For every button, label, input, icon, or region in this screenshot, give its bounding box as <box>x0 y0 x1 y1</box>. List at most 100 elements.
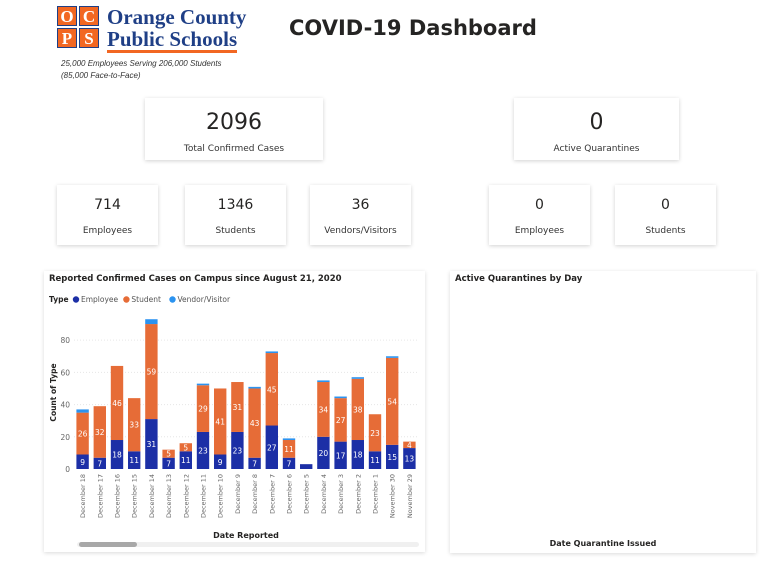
chart-scrollbar-track <box>77 542 419 547</box>
bar-0-16 <box>351 440 364 469</box>
bar-1-11 <box>265 353 278 426</box>
bar-0-12 <box>282 457 296 469</box>
logo-letter-c: C <box>79 6 99 26</box>
bar-1-10 <box>248 388 261 458</box>
data-label-0-11: 27 <box>267 443 277 452</box>
total-cases-card[interactable]: 2096 Total Confirmed Cases <box>145 98 323 160</box>
data-label-0-5: 7 <box>166 459 171 468</box>
x-axis-title: Date Reported <box>213 531 279 540</box>
data-label-0-12: 7 <box>287 459 292 468</box>
bar-0-17 <box>368 451 382 469</box>
data-label-0-4: 31 <box>147 440 157 449</box>
active-quarantines-label: Active Quarantines <box>553 144 640 154</box>
bar-0-11 <box>265 425 278 469</box>
bar-2-10 <box>248 386 261 389</box>
vendors-card[interactable]: 36 Vendors/Visitors <box>310 185 411 245</box>
logo-letter-p: P <box>57 28 77 48</box>
total-cases-value: 2096 <box>206 110 262 135</box>
data-label-0-8: 9 <box>218 458 223 467</box>
bar-1-9 <box>231 382 244 432</box>
bar-0-18 <box>386 444 399 469</box>
bar-0-0 <box>76 454 89 469</box>
x-tick-13: December 5 <box>303 474 311 514</box>
data-label-1-19: 4 <box>407 441 412 450</box>
bar-1-7 <box>196 385 210 432</box>
x-tick-16: December 2 <box>354 474 362 514</box>
bar-1-6 <box>179 443 192 452</box>
data-label-1-5: 5 <box>166 450 171 459</box>
bar-0-1 <box>93 457 106 469</box>
bar-0-6 <box>179 451 192 469</box>
bar-0-4 <box>145 419 158 469</box>
logo-letter-s: S <box>79 28 99 48</box>
legend-title: Type <box>49 295 69 304</box>
bar-1-14 <box>317 382 330 437</box>
data-label-0-16: 18 <box>353 451 363 460</box>
students-card[interactable]: 1346 Students <box>185 185 286 245</box>
data-label-0-0: 9 <box>80 458 85 467</box>
x-tick-6: December 12 <box>182 474 190 518</box>
reported-cases-chart[interactable]: Type Employee Student Vendor/Visitor 0 20 40 60… <box>44 271 425 552</box>
logo-line1: Orange County <box>107 5 247 29</box>
quarantine-students-value: 0 <box>661 197 670 213</box>
data-label-1-12: 11 <box>284 445 294 454</box>
data-label-0-19: 13 <box>405 455 415 464</box>
quarantine-employees-value: 0 <box>535 197 544 213</box>
x-tick-7: December 11 <box>200 474 208 518</box>
x-tick-18: November 30 <box>389 474 397 518</box>
active-quarantines-card[interactable]: 0 Active Quarantines <box>514 98 679 160</box>
legend-marker-1 <box>123 296 130 303</box>
quarantine-students-card[interactable]: 0 Students <box>615 185 716 245</box>
bar-1-0 <box>76 412 89 455</box>
bar-1-19 <box>403 441 416 449</box>
logo-letter-o: O <box>57 6 77 26</box>
reported-cases-panel[interactable]: Reported Confirmed Cases on Campus since… <box>44 271 425 552</box>
bar-2-4 <box>145 319 158 325</box>
bar-2-11 <box>265 351 278 354</box>
y-tick-60: 60 <box>60 368 70 377</box>
quarantine-panel-title: Active Quarantines by Day <box>455 274 583 284</box>
data-label-0-18: 15 <box>387 453 397 462</box>
bar-0-8 <box>214 454 227 469</box>
y-tick-40: 40 <box>60 401 70 410</box>
chart-scrollbar-thumb[interactable] <box>79 542 137 547</box>
bar-0-13 <box>300 464 313 469</box>
data-label-1-16: 38 <box>353 405 363 414</box>
quarantine-students-label: Students <box>645 226 686 236</box>
y-tick-80: 80 <box>60 336 70 345</box>
bar-2-12 <box>282 438 296 441</box>
logo-tagline: 25,000 Employees Serving 206,000 Student… <box>61 58 261 82</box>
data-label-1-9: 31 <box>233 403 243 412</box>
bar-1-2 <box>110 365 124 441</box>
data-label-1-14: 34 <box>319 405 329 414</box>
x-tick-5: December 13 <box>165 474 173 518</box>
data-label-1-8: 41 <box>215 417 225 426</box>
bar-0-19 <box>403 448 416 469</box>
bar-2-0 <box>76 409 89 413</box>
employees-label: Employees <box>82 226 133 236</box>
legend-label-0: Employee <box>81 295 119 304</box>
bar-1-12 <box>282 440 296 458</box>
students-value: 1346 <box>217 197 254 213</box>
bar-1-8 <box>214 388 227 455</box>
employees-card[interactable]: 714 Employees <box>57 185 158 245</box>
quarantine-panel[interactable]: Active Quarantines by Day Date Quarantin… <box>450 271 756 553</box>
total-cases-label: Total Confirmed Cases <box>183 144 285 154</box>
employees-value: 714 <box>94 197 121 213</box>
bar-1-15 <box>334 398 347 442</box>
quarantine-employees-card[interactable]: 0 Employees <box>489 185 590 245</box>
bar-1-5 <box>162 449 175 458</box>
data-label-0-10: 7 <box>252 459 257 468</box>
x-tick-19: November 29 <box>406 474 414 518</box>
bar-0-9 <box>231 431 244 469</box>
data-label-1-17: 23 <box>370 429 380 438</box>
data-label-0-2: 18 <box>112 451 122 460</box>
bar-1-1 <box>93 406 106 458</box>
data-label-0-9: 23 <box>233 446 243 455</box>
x-tick-11: December 7 <box>268 474 276 514</box>
data-label-1-4: 59 <box>147 368 157 377</box>
ocps-logo-badge: O C P S <box>57 6 101 50</box>
x-tick-10: December 8 <box>251 474 259 514</box>
x-tick-1: December 17 <box>96 474 104 518</box>
active-quarantines-value: 0 <box>589 110 604 135</box>
